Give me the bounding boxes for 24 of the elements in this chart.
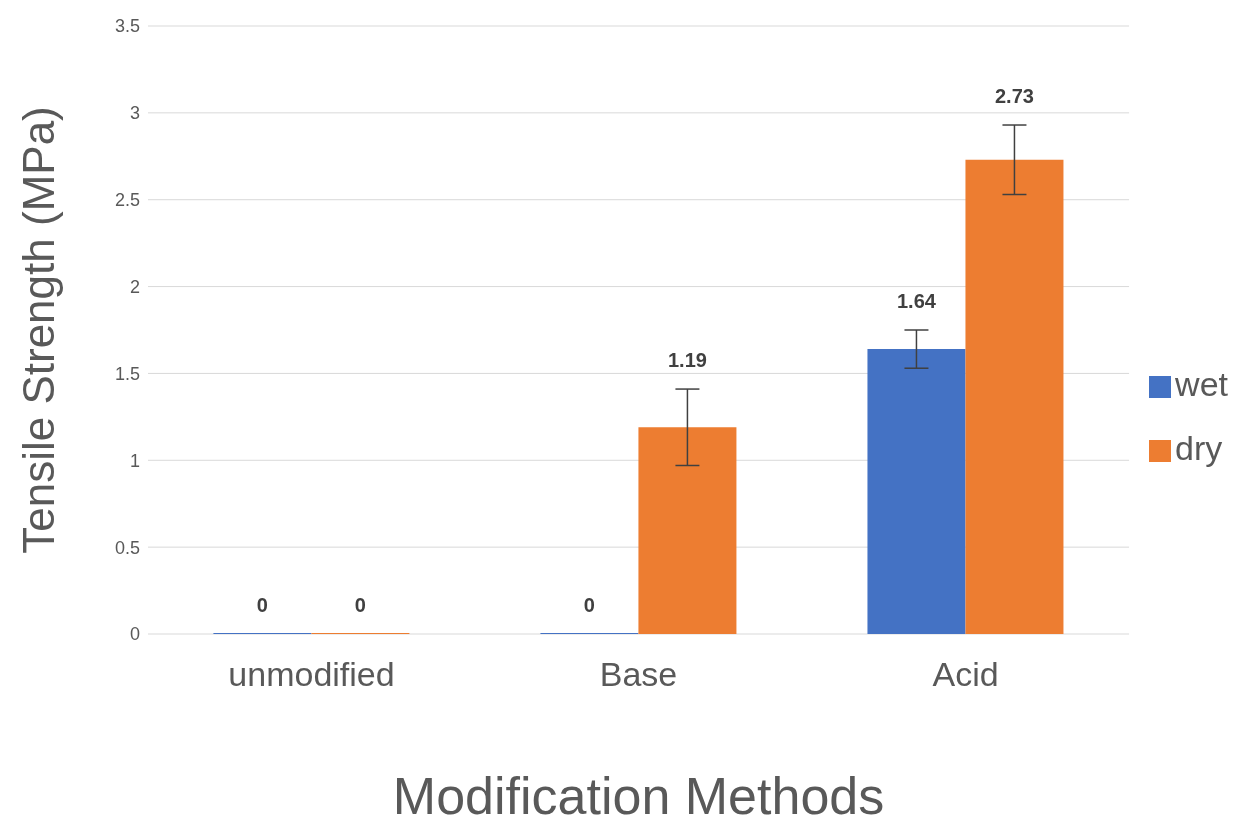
bar bbox=[867, 349, 966, 634]
y-axis-title: Tensile Strength (MPa) bbox=[13, 106, 63, 554]
data-label: 0 bbox=[583, 594, 595, 616]
y-tick-label: 2 bbox=[129, 276, 140, 297]
data-label: 2.73 bbox=[994, 85, 1034, 108]
legend-label: wet bbox=[1175, 365, 1228, 403]
y-tick-label: 3 bbox=[129, 103, 140, 124]
bar bbox=[638, 427, 737, 634]
bar bbox=[965, 159, 1064, 634]
x-tick-label: Base bbox=[599, 655, 678, 694]
x-tick-label: unmodified bbox=[228, 655, 395, 694]
data-label: 1.19 bbox=[667, 349, 707, 372]
y-tick-label: 0 bbox=[129, 624, 140, 645]
data-label: 0 bbox=[354, 594, 366, 616]
data-label: 1.64 bbox=[896, 290, 937, 312]
y-tick-label: 3.5 bbox=[114, 16, 140, 37]
x-tick-label: Acid bbox=[932, 655, 999, 694]
x-axis-title: Modification Methods bbox=[392, 767, 885, 825]
data-label: 0 bbox=[256, 594, 268, 616]
legend-label: dry bbox=[1175, 429, 1223, 467]
y-tick-label: 2.5 bbox=[114, 190, 140, 211]
y-tick-label: 0.5 bbox=[114, 537, 140, 558]
y-tick-label: 1 bbox=[129, 450, 140, 471]
y-tick-label: 1.5 bbox=[114, 363, 140, 384]
